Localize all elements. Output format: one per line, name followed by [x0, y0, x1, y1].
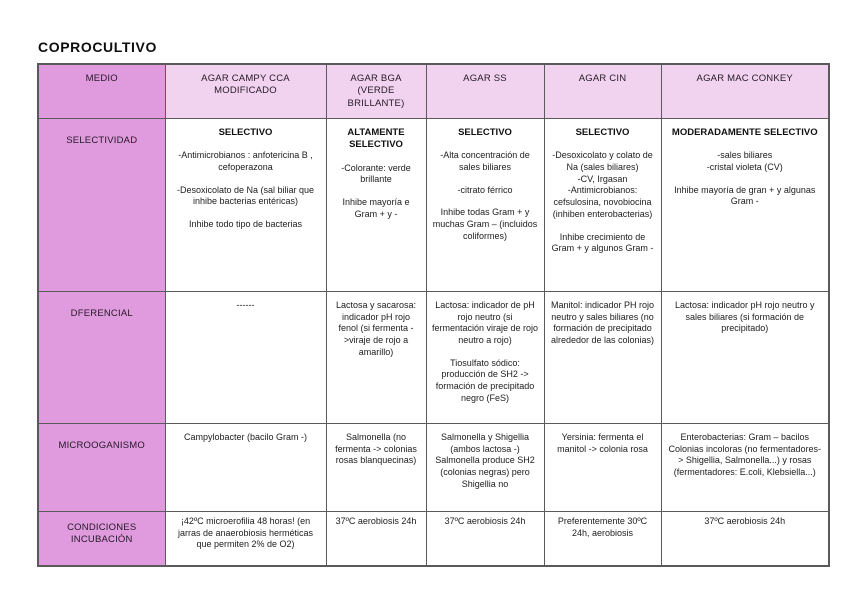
cell-microorganismo-cin: Yersinia: fermenta el manitol -> colonia… — [543, 423, 662, 513]
row-header-condiciones: CONDICIONES INCUBACIÓN — [37, 511, 166, 567]
cell-condiciones-mac: 37ºC aerobiosis 24h — [660, 511, 830, 567]
cell-selectividad-bga: ALTAMENTE SELECTIVO -Colorante: verde br… — [325, 118, 427, 293]
row-microorganismo: MICROOGANISMO Campylobacter (bacilo Gram… — [37, 423, 830, 513]
cell-paragraph: 37ºC aerobiosis 24h — [444, 516, 526, 527]
cell-paragraph: Enterobacterias: Gram – bacilos — [680, 432, 810, 443]
cell-condiciones-campy: ¡42ºC microerofilia 48 horas! (en jarras… — [164, 511, 327, 567]
cell-paragraph: Yersinia: fermenta el manitol -> colonia… — [557, 432, 648, 454]
cell-paragraph: -Alta concentración de sales biliares — [440, 150, 530, 173]
row-condiciones: CONDICIONES INCUBACIÓN ¡42ºC microerofil… — [37, 511, 830, 567]
cell-paragraph: Lactosa y sacarosa: indicador pH rojo fe… — [335, 300, 417, 357]
cell-paragraph: Lactosa: indicador pH rojo neutro y sale… — [674, 300, 815, 334]
cell-selectividad-campy: SELECTIVO -Antimicrobianos : anfotericin… — [164, 118, 327, 293]
cell-diferencial-cin: Manitol: indicador PH rojo neutro y sale… — [543, 291, 662, 425]
cell-paragraph: -sales biliares — [717, 150, 773, 161]
cell-condiciones-ss: 37ºC aerobiosis 24h — [425, 511, 545, 567]
cell-paragraph: Inhibe crecimiento de Gram + y algunos G… — [551, 231, 654, 254]
cell-selectividad-ss: SELECTIVO -Alta concentración de sales b… — [425, 118, 545, 293]
cell-diferencial-mac: Lactosa: indicador pH rojo neutro y sale… — [660, 291, 830, 425]
cell-paragraph: Salmonella (no fermenta -> colonias rosa… — [335, 432, 417, 466]
cell-paragraph: ------ — [236, 300, 255, 311]
cell-selectividad-mac: MODERADAMENTE SELECTIVO -sales biliares … — [660, 118, 830, 293]
cell-paragraph: 37ºC aerobiosis 24h — [335, 516, 417, 527]
row-diferencial: DFERENCIAL ------ Lactosa y sacarosa: in… — [37, 291, 830, 425]
coprocultivo-table: MEDIO AGAR CAMPY CCA MODIFICADO AGAR BGA… — [37, 63, 830, 567]
page-title: COPROCULTIVO — [38, 39, 157, 56]
cell-microorganismo-bga: Salmonella (no fermenta -> colonias rosa… — [325, 423, 427, 513]
cell-heading: SELECTIVO — [575, 127, 630, 139]
cell-paragraph: Inhibe mayoría e Gram + y - — [342, 197, 410, 219]
column-header-medio: MEDIO — [37, 63, 166, 120]
cell-paragraph: Inhibe todo tipo de bacterias — [188, 219, 303, 230]
cell-paragraph: -cristal violeta (CV) — [706, 162, 783, 173]
cell-paragraph: Inhibe todas Gram + y muchas Gram – (inc… — [432, 207, 538, 241]
header-row: MEDIO AGAR CAMPY CCA MODIFICADO AGAR BGA… — [37, 63, 830, 120]
cell-heading: SELECTIVO — [218, 127, 273, 139]
cell-paragraph: Salmonella y Shigellia (ambos lactosa -)… — [435, 432, 535, 489]
cell-heading: SELECTIVO — [458, 127, 512, 139]
cell-paragraph: Tiosulfato sódico: producción de SH2 -> … — [435, 357, 535, 403]
cell-paragraph: 37ºC aerobiosis 24h — [704, 516, 786, 527]
row-selectividad: SELECTIVIDAD SELECTIVO -Antimicrobianos … — [37, 118, 830, 293]
cell-diferencial-campy: ------ — [164, 291, 327, 425]
cell-diferencial-ss: Lactosa: indicador de pH rojo neutro (si… — [425, 291, 545, 425]
cell-paragraph: -citrato férrico — [457, 184, 513, 195]
cell-paragraph: Lactosa: indicador de pH rojo neutro (si… — [431, 300, 539, 346]
cell-paragraph: ¡42ºC microerofilia 48 horas! (en jarras… — [177, 516, 314, 550]
cell-selectividad-cin: SELECTIVO -Desoxicolato y colato de Na (… — [543, 118, 662, 293]
cell-paragraph: Colonias incoloras (no fermentadores-> S… — [668, 443, 822, 478]
row-header-selectividad: SELECTIVIDAD — [37, 118, 166, 293]
cell-heading: MODERADAMENTE SELECTIVO — [671, 127, 818, 139]
column-header-agar-mac-conkey: AGAR MAC CONKEY — [660, 63, 830, 120]
column-header-agar-campy-cca: AGAR CAMPY CCA MODIFICADO — [164, 63, 327, 120]
column-header-agar-bga: AGAR BGA (VERDE BRILLANTE) — [325, 63, 427, 120]
cell-condiciones-bga: 37ºC aerobiosis 24h — [325, 511, 427, 567]
cell-microorganismo-ss: Salmonella y Shigellia (ambos lactosa -)… — [425, 423, 545, 513]
cell-paragraph: -Desoxicolato de Na (sal biliar que inhi… — [176, 184, 315, 207]
cell-microorganismo-mac: Enterobacterias: Gram – bacilos Colonias… — [660, 423, 830, 513]
cell-condiciones-cin: Preferentemente 30ºC 24h, aerobiosis — [543, 511, 662, 567]
cell-diferencial-bga: Lactosa y sacarosa: indicador pH rojo fe… — [325, 291, 427, 425]
cell-paragraph: -Antimicrobianos: cefsulosina, novobioci… — [552, 185, 653, 219]
cell-microorganismo-campy: Campylobacter (bacilo Gram -) — [164, 423, 327, 513]
cell-paragraph: Inhibe mayoría de gran + y algunas Gram … — [674, 184, 816, 207]
cell-paragraph: -Antimicrobianos : anfotericina B , cefo… — [178, 150, 313, 173]
row-header-microorganismo: MICROOGANISMO — [37, 423, 166, 513]
cell-paragraph: Campylobacter (bacilo Gram -) — [183, 432, 308, 443]
cell-paragraph: -Colorante: verde brillante — [341, 162, 411, 185]
cell-paragraph: Manitol: indicador PH rojo neutro y sale… — [550, 300, 655, 346]
column-header-agar-cin: AGAR CIN — [543, 63, 662, 120]
cell-paragraph: -Desoxicolato y colato de Na (sales bili… — [552, 150, 653, 173]
cell-heading: ALTAMENTE SELECTIVO — [347, 127, 405, 151]
cell-paragraph: -CV, Irgasan — [577, 173, 628, 184]
row-header-diferencial: DFERENCIAL — [37, 291, 166, 425]
cell-paragraph: Preferentemente 30ºC 24h, aerobiosis — [557, 516, 648, 538]
column-header-agar-ss: AGAR SS — [425, 63, 545, 120]
